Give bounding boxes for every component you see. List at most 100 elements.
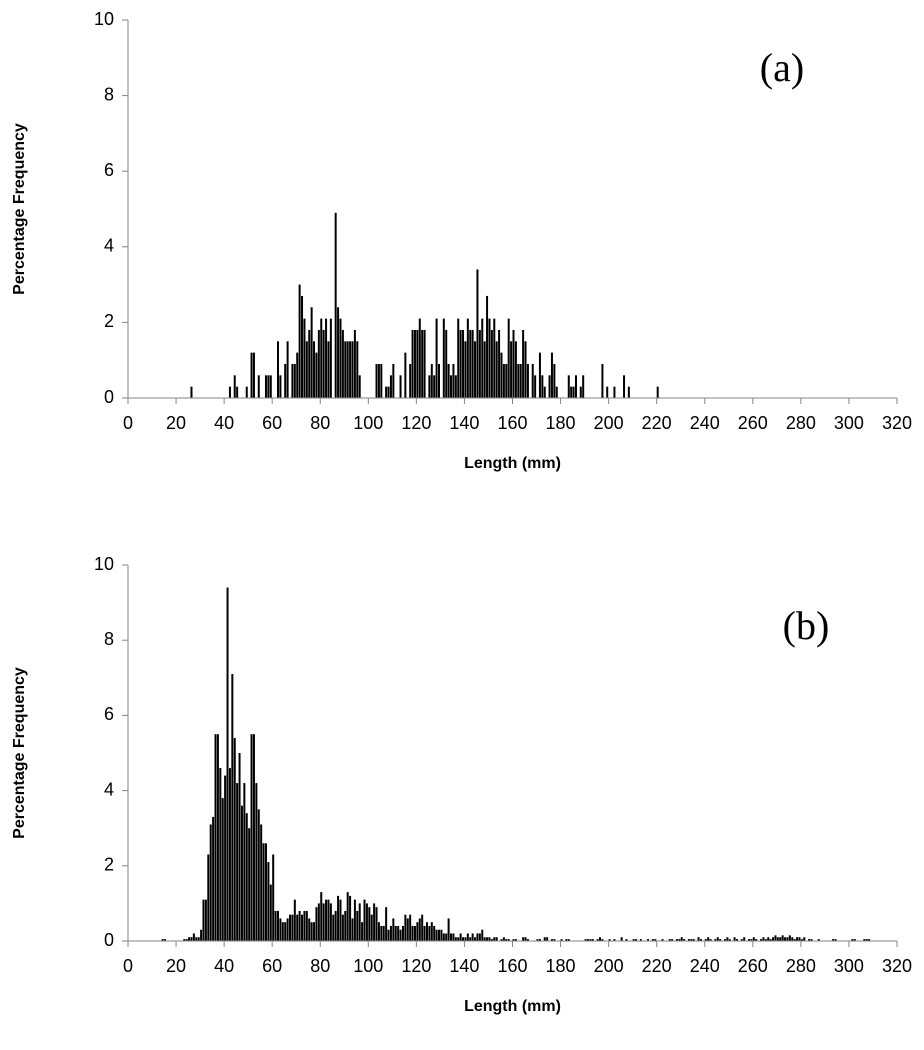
bar xyxy=(678,939,681,941)
bar xyxy=(505,939,508,941)
bar xyxy=(303,318,306,398)
bar xyxy=(433,925,436,941)
bar xyxy=(543,937,546,941)
bar xyxy=(442,318,445,398)
bar xyxy=(380,363,383,398)
bar xyxy=(397,925,400,941)
bar xyxy=(423,329,426,398)
y-tick-label: 8 xyxy=(104,629,114,649)
bar xyxy=(671,939,674,941)
bar xyxy=(296,914,299,941)
bar xyxy=(512,939,515,941)
bar xyxy=(704,939,707,941)
panel-label: (a) xyxy=(760,45,804,90)
bar xyxy=(519,363,522,398)
bar xyxy=(428,375,431,398)
bar xyxy=(493,318,496,398)
bar xyxy=(469,937,472,941)
bar xyxy=(462,329,465,398)
bar xyxy=(250,734,253,941)
bar xyxy=(425,922,428,941)
bar xyxy=(478,933,481,941)
x-tick-label: 280 xyxy=(786,413,816,433)
bar xyxy=(798,937,801,941)
bar xyxy=(430,363,433,398)
bar xyxy=(601,939,604,941)
bar xyxy=(406,918,409,941)
x-tick-label: 220 xyxy=(642,956,672,976)
bar xyxy=(808,939,811,941)
bar xyxy=(553,363,556,398)
bar xyxy=(339,899,342,941)
bar xyxy=(433,375,436,398)
bar xyxy=(565,939,568,941)
bar xyxy=(252,352,255,398)
bar xyxy=(457,318,460,398)
bar xyxy=(320,892,323,941)
bar xyxy=(589,939,592,941)
bar xyxy=(514,939,517,941)
bar xyxy=(524,937,527,941)
bar xyxy=(233,375,236,398)
bar xyxy=(452,363,455,398)
bar xyxy=(668,939,671,941)
bar xyxy=(546,937,549,941)
bar xyxy=(728,939,731,941)
bar xyxy=(510,341,513,398)
x-tick-label: 60 xyxy=(262,413,282,433)
bar xyxy=(236,386,239,398)
bar xyxy=(317,903,320,941)
bar xyxy=(512,329,515,398)
x-tick-label: 100 xyxy=(353,956,383,976)
x-tick-label: 140 xyxy=(449,413,479,433)
bar xyxy=(534,375,537,398)
bar xyxy=(301,914,304,941)
bar xyxy=(599,937,602,941)
bar xyxy=(517,363,520,398)
bar xyxy=(409,914,412,941)
bar xyxy=(341,914,344,941)
bar xyxy=(550,352,553,398)
bar xyxy=(675,939,678,941)
bar xyxy=(315,907,318,941)
bar xyxy=(793,939,796,941)
bar xyxy=(387,929,390,941)
bar xyxy=(584,939,587,941)
bar xyxy=(613,939,616,941)
bar xyxy=(411,925,414,941)
bar xyxy=(344,910,347,941)
bar xyxy=(774,935,777,941)
bar xyxy=(776,937,779,941)
bar xyxy=(567,939,570,941)
bar xyxy=(421,914,424,941)
bar xyxy=(363,899,366,941)
bar xyxy=(435,318,438,398)
bar xyxy=(445,329,448,398)
bar xyxy=(683,939,686,941)
bar xyxy=(313,341,316,398)
bar xyxy=(764,939,767,941)
bar xyxy=(454,937,457,941)
bar xyxy=(752,937,755,941)
bar xyxy=(579,386,582,398)
x-tick-label: 120 xyxy=(401,956,431,976)
x-axis-title: Length (mm) xyxy=(464,998,561,1015)
bar xyxy=(442,933,445,941)
bar xyxy=(224,775,227,941)
bar xyxy=(498,329,501,398)
x-tick-label: 260 xyxy=(738,413,768,433)
bar xyxy=(183,939,186,941)
y-tick-label: 4 xyxy=(104,779,114,799)
bar xyxy=(438,363,441,398)
bar xyxy=(260,824,263,941)
y-axis-title: Percentage Frequency xyxy=(11,667,28,839)
bar xyxy=(507,939,510,941)
bar xyxy=(361,922,364,941)
bar xyxy=(452,933,455,941)
bar xyxy=(401,925,404,941)
bar xyxy=(553,939,556,941)
bar xyxy=(228,768,231,941)
bar xyxy=(394,925,397,941)
bar xyxy=(332,914,335,941)
bar xyxy=(293,363,296,398)
